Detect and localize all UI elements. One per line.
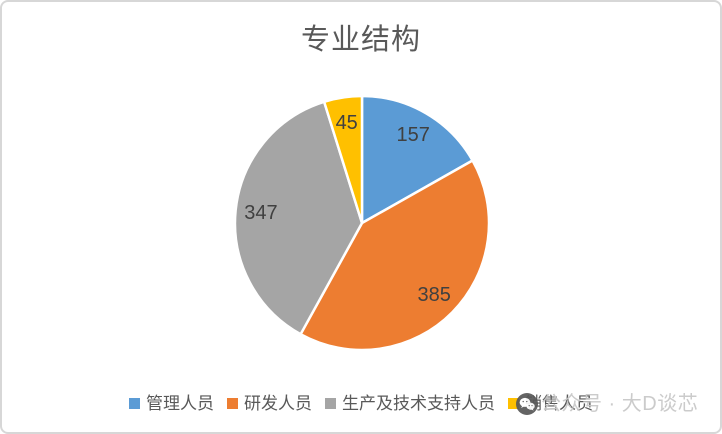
legend-item-sales[interactable]: 销售人员 [508,395,593,412]
pie-slice-4[interactable] [322,94,364,225]
pie-slice-1[interactable] [360,94,474,225]
legend-marker-rnd [227,397,238,409]
legend-label: 销售人员 [525,393,593,413]
legend-item-production-support[interactable]: 生产及技术支持人员 [325,395,495,412]
legend-marker-production-support [325,397,336,409]
legend-label: 生产及技术支持人员 [342,393,495,413]
legend-marker-management [129,397,140,409]
pie-data-label: 385 [417,283,451,306]
pie-data-label: 45 [335,111,358,134]
pie-data-label: 347 [244,201,278,224]
chart-title: 专业结构 [300,24,421,56]
legend-marker-sales [508,397,519,409]
legend-label: 管理人员 [146,393,214,413]
pie-data-label: 157 [396,124,430,147]
legend-item-management[interactable]: 管理人员 [129,395,214,412]
pie-slice-3[interactable] [233,100,364,336]
legend: 管理人员 研发人员 生产及技术支持人员 销售人员 [2,391,720,415]
pie-slice-2[interactable] [299,159,491,352]
legend-label: 研发人员 [244,393,312,413]
legend-item-rnd[interactable]: 研发人员 [227,395,312,412]
